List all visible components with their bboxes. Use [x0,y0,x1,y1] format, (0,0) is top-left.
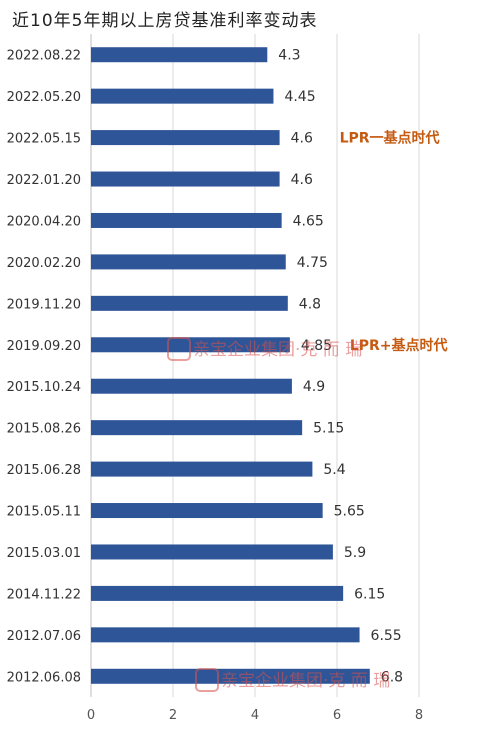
watermark: 亲宝企业集团·克 而 瑞 [221,671,390,691]
bar [91,47,268,63]
data-label: 4.85 [301,338,332,354]
bar [91,420,303,436]
watermark: 亲宝企业集团·克 而 瑞 [193,340,362,360]
bar [91,212,282,228]
data-label: 5.65 [334,504,365,520]
bar [91,254,286,270]
category-label: 2015.06.28 [7,463,81,478]
bar [91,130,280,146]
category-label: 2022.05.15 [7,132,81,147]
data-label: 4.6 [291,131,313,147]
x-tick-label: 4 [251,708,259,723]
bar [91,668,370,684]
bar [91,378,292,394]
bar [91,544,333,560]
data-label: 4.9 [303,379,325,395]
x-tick-label: 0 [87,708,95,723]
bar [91,295,288,311]
bar [91,88,274,104]
annotation-label: LPR+基点时代 [350,337,448,354]
data-label: 6.15 [354,586,385,602]
bar [91,627,360,643]
category-label: 2019.09.20 [7,339,81,354]
category-label: 2015.08.26 [7,422,81,437]
chart-title: 近10年5年期以上房贷基准利率变动表 [12,11,318,31]
category-label: 2022.08.22 [7,49,81,64]
category-label: 2022.05.20 [7,90,81,105]
bar [91,503,323,519]
category-label: 2015.05.11 [7,505,81,520]
category-label: 2015.03.01 [7,546,81,561]
category-label: 2012.06.08 [7,670,81,685]
annotation-label: LPR一基点时代 [340,130,440,147]
bar [91,171,280,187]
watermark-seal-icon [167,337,191,361]
data-label: 4.3 [278,48,300,64]
data-label: 4.45 [284,89,315,105]
data-label: 6.55 [371,628,402,644]
data-label: 4.6 [291,172,313,188]
data-label: 5.15 [313,421,344,437]
category-label: 2012.07.06 [7,629,81,644]
category-label: 2020.02.20 [7,256,81,271]
data-label: 4.75 [297,255,328,271]
bar [91,585,344,601]
watermark-seal-icon [195,668,219,692]
data-label: 4.8 [299,296,321,312]
bar [91,461,313,477]
data-label: 6.8 [381,669,403,685]
x-tick-label: 2 [169,708,177,723]
data-label: 5.9 [344,545,366,561]
category-label: 2020.04.20 [7,214,81,229]
data-label: 4.65 [293,213,324,229]
category-label: 2022.01.20 [7,173,81,188]
category-label: 2019.11.20 [7,297,81,312]
data-label: 5.4 [323,462,345,478]
x-tick-label: 6 [333,708,341,723]
category-label: 2015.10.24 [7,380,81,395]
category-label: 2014.11.22 [7,587,81,602]
x-tick-label: 8 [415,708,423,723]
